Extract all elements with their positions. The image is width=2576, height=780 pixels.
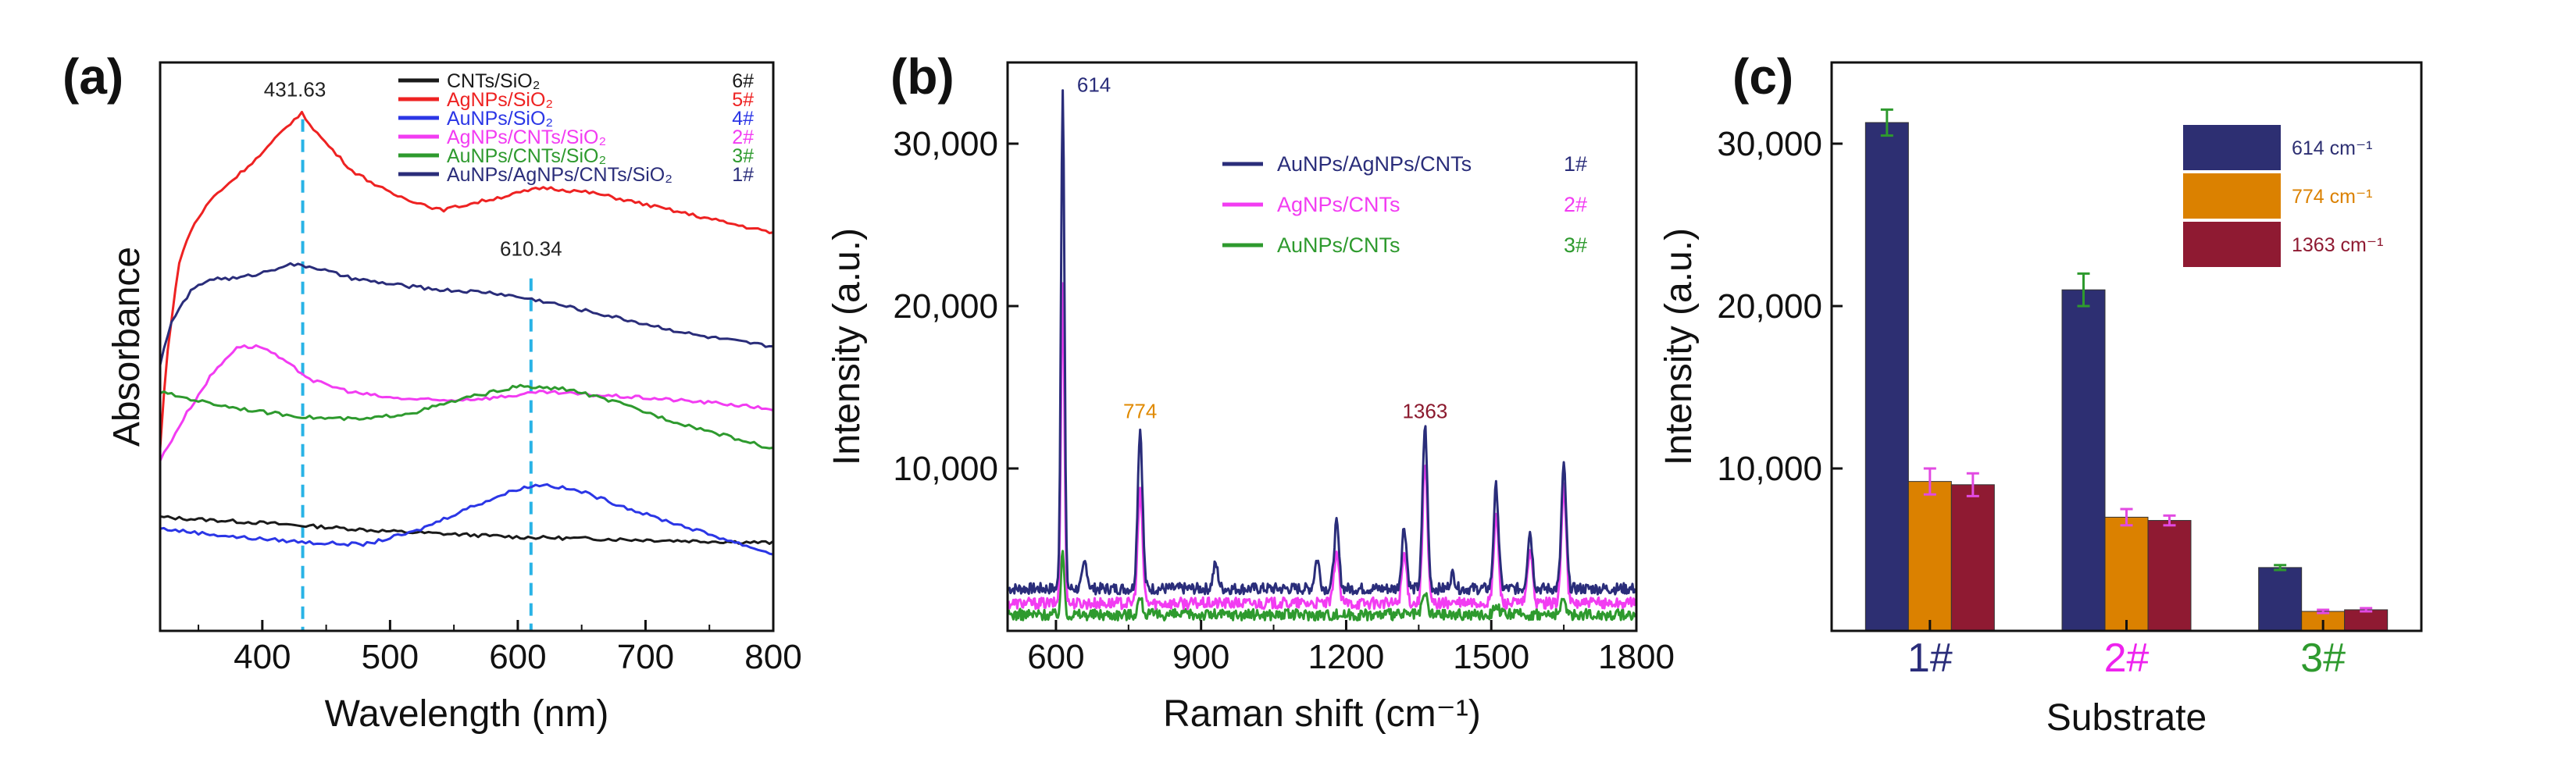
spectrum-line-3 <box>1007 550 1637 622</box>
legend-code: 2# <box>1564 193 1587 216</box>
y-tick-label: 10,000 <box>1717 450 1822 488</box>
bar-1-series-2 <box>1950 484 1995 632</box>
plot-frame-c <box>1830 61 2423 632</box>
panel-c: (c) 1# 2# 3# 614 cm⁻¹ 774 cm⁻¹ 1363 cm⁻¹ 10,000… <box>1658 48 2423 739</box>
x-tick-label: 900 <box>1172 638 1229 676</box>
series-line-2 <box>159 344 774 461</box>
legend-label: AuNPs/AgNPs/CNTs/SiO₂ <box>447 164 673 186</box>
x-category-label: 2# <box>2104 636 2150 681</box>
x-tick-label: 800 <box>744 638 801 676</box>
panel-label-c: (c) <box>1732 48 1793 105</box>
y-tick-label: 20,000 <box>1717 287 1822 326</box>
legend-code: 5# <box>732 89 754 111</box>
legend-code: 2# <box>732 126 754 148</box>
peak-annotation: 610.34 <box>500 237 562 260</box>
panel-b: (b) 614 774 1363 AuNPs/AgNPs/CNTs 1# AgNPs/CNT… <box>826 48 1675 735</box>
y-axis-label: Intensity (a.u.) <box>826 228 868 465</box>
peak-annotation: 431.63 <box>264 78 326 102</box>
bar-1-series-1 <box>1907 481 1952 632</box>
legend-label: AuNPs/CNTs/SiO₂ <box>447 145 606 167</box>
legend-code: 3# <box>1564 233 1587 257</box>
y-axis-label: Intensity (a.u.) <box>1658 228 1700 465</box>
x-axis-label: Raman shift (cm⁻¹) <box>1163 693 1481 735</box>
x-category-label: 3# <box>2300 636 2346 681</box>
peak-annotation: 774 <box>1123 399 1157 422</box>
panel-a: (a) 431.63 610.34 CNTs/SiO₂ 6# AgNPs/SiO₂ 5# Au… <box>62 48 802 735</box>
x-tick-label: 500 <box>362 638 419 676</box>
legend-code: 6# <box>732 70 754 92</box>
series-line-6 <box>159 515 774 545</box>
series-line-3 <box>159 383 774 450</box>
legend-swatch <box>2183 173 2281 219</box>
series-line-5 <box>159 110 774 449</box>
legend-code: 3# <box>732 145 754 167</box>
x-tick-label: 1800 <box>1598 638 1675 676</box>
legend-label: 774 cm⁻¹ <box>2292 186 2373 208</box>
x-axis-label: Substrate <box>2046 697 2207 739</box>
x-category-label: 1# <box>1907 636 1953 681</box>
legend-code: 1# <box>1564 152 1587 176</box>
x-tick-label: 1200 <box>1308 638 1385 676</box>
y-axis-label: Absorbance <box>106 247 148 447</box>
bar-2-series-0 <box>2061 289 2106 632</box>
legend-code: 1# <box>732 164 754 186</box>
peak-annotation: 1363 <box>1402 399 1447 422</box>
bar-2-series-1 <box>2104 516 2149 632</box>
x-tick-label: 600 <box>1027 638 1084 676</box>
legend-label: AuNPs/CNTs <box>1277 233 1400 257</box>
series-line-1 <box>159 262 774 366</box>
bar-1-series-0 <box>1864 122 1909 632</box>
legend-swatch <box>2183 222 2281 267</box>
legend-label: AuNPs/SiO₂ <box>447 108 553 130</box>
bar-3-series-0 <box>2258 567 2303 632</box>
legend-label: AgNPs/CNTs/SiO₂ <box>447 126 606 148</box>
x-tick-label: 400 <box>234 638 291 676</box>
legend-swatch <box>2183 125 2281 170</box>
spectrum-line-1 <box>1008 89 1637 596</box>
legend-label: 614 cm⁻¹ <box>2292 137 2373 159</box>
bar-3-series-2 <box>2344 609 2389 632</box>
panel-label-a: (a) <box>62 48 123 105</box>
y-tick-label: 30,000 <box>893 125 998 163</box>
x-tick-label: 600 <box>489 638 546 676</box>
spectrum-line-2 <box>1007 282 1637 611</box>
panel-label-b: (b) <box>890 48 954 105</box>
y-tick-label: 20,000 <box>893 287 998 326</box>
legend-label: AgNPs/SiO₂ <box>447 89 553 111</box>
legend-code: 4# <box>732 108 754 130</box>
legend-label: CNTs/SiO₂ <box>447 70 540 92</box>
series-line-4 <box>159 483 774 556</box>
y-tick-label: 10,000 <box>893 450 998 488</box>
plot-frame-a <box>159 61 775 632</box>
legend-label: 1363 cm⁻¹ <box>2292 234 2383 256</box>
peak-annotation: 614 <box>1077 73 1111 96</box>
y-tick-label: 30,000 <box>1717 125 1822 163</box>
x-axis-label: Wavelength (nm) <box>325 693 609 735</box>
x-tick-label: 1500 <box>1453 638 1529 676</box>
x-tick-label: 700 <box>617 638 674 676</box>
plot-frame-b <box>1006 61 1638 632</box>
legend-label: AuNPs/AgNPs/CNTs <box>1277 152 1472 176</box>
legend-label: AgNPs/CNTs <box>1277 193 1400 216</box>
bar-2-series-2 <box>2147 520 2192 632</box>
